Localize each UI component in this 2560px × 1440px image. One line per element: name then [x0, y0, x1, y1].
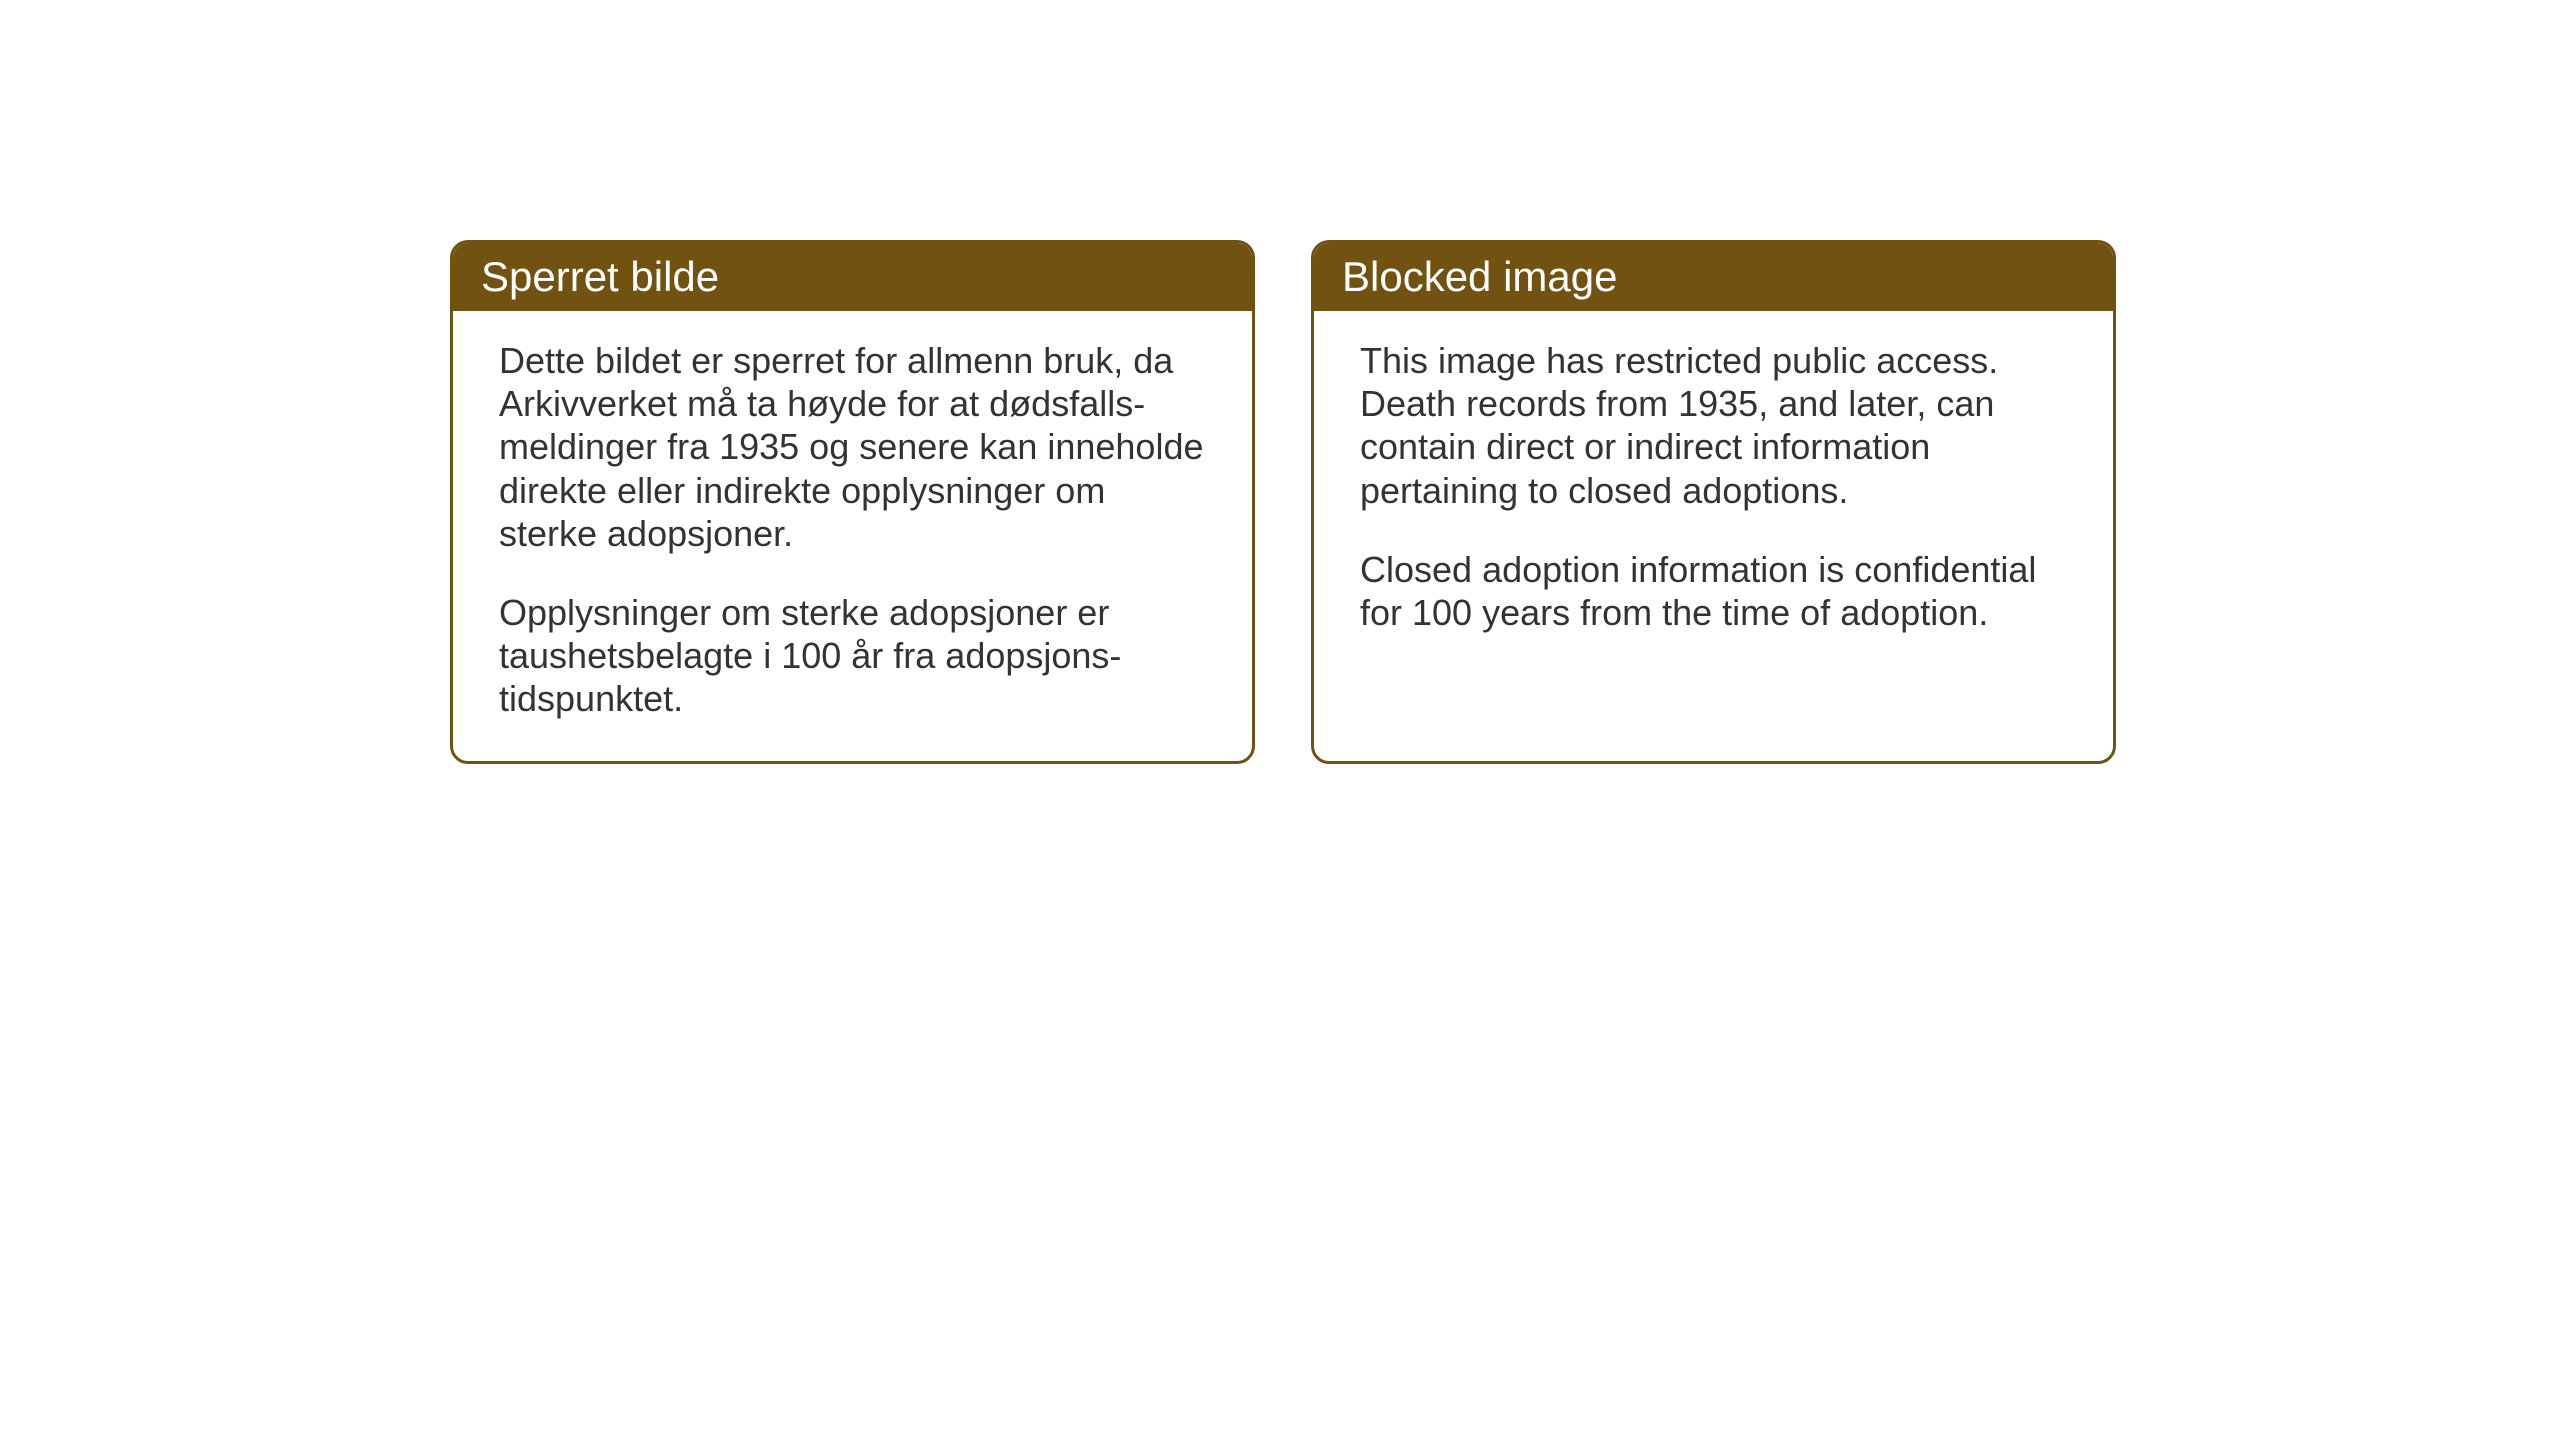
english-notice-card: Blocked image This image has restricted … [1311, 240, 2116, 764]
notice-container: Sperret bilde Dette bildet er sperret fo… [450, 240, 2116, 764]
norwegian-card-body: Dette bildet er sperret for allmenn bruk… [453, 311, 1252, 761]
norwegian-paragraph-2: Opplysninger om sterke adopsjoner er tau… [499, 591, 1206, 721]
english-card-body: This image has restricted public access.… [1314, 311, 2113, 674]
norwegian-card-title: Sperret bilde [453, 243, 1252, 311]
english-paragraph-2: Closed adoption information is confident… [1360, 548, 2067, 634]
norwegian-notice-card: Sperret bilde Dette bildet er sperret fo… [450, 240, 1255, 764]
english-card-title: Blocked image [1314, 243, 2113, 311]
norwegian-paragraph-1: Dette bildet er sperret for allmenn bruk… [499, 339, 1206, 555]
english-paragraph-1: This image has restricted public access.… [1360, 339, 2067, 512]
